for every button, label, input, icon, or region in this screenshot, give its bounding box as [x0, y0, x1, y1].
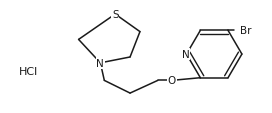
Text: HCl: HCl	[19, 66, 38, 76]
Text: S: S	[112, 10, 119, 20]
Text: N: N	[182, 50, 189, 60]
Text: O: O	[168, 76, 176, 86]
Text: Br: Br	[240, 26, 251, 36]
Text: N: N	[97, 58, 104, 68]
